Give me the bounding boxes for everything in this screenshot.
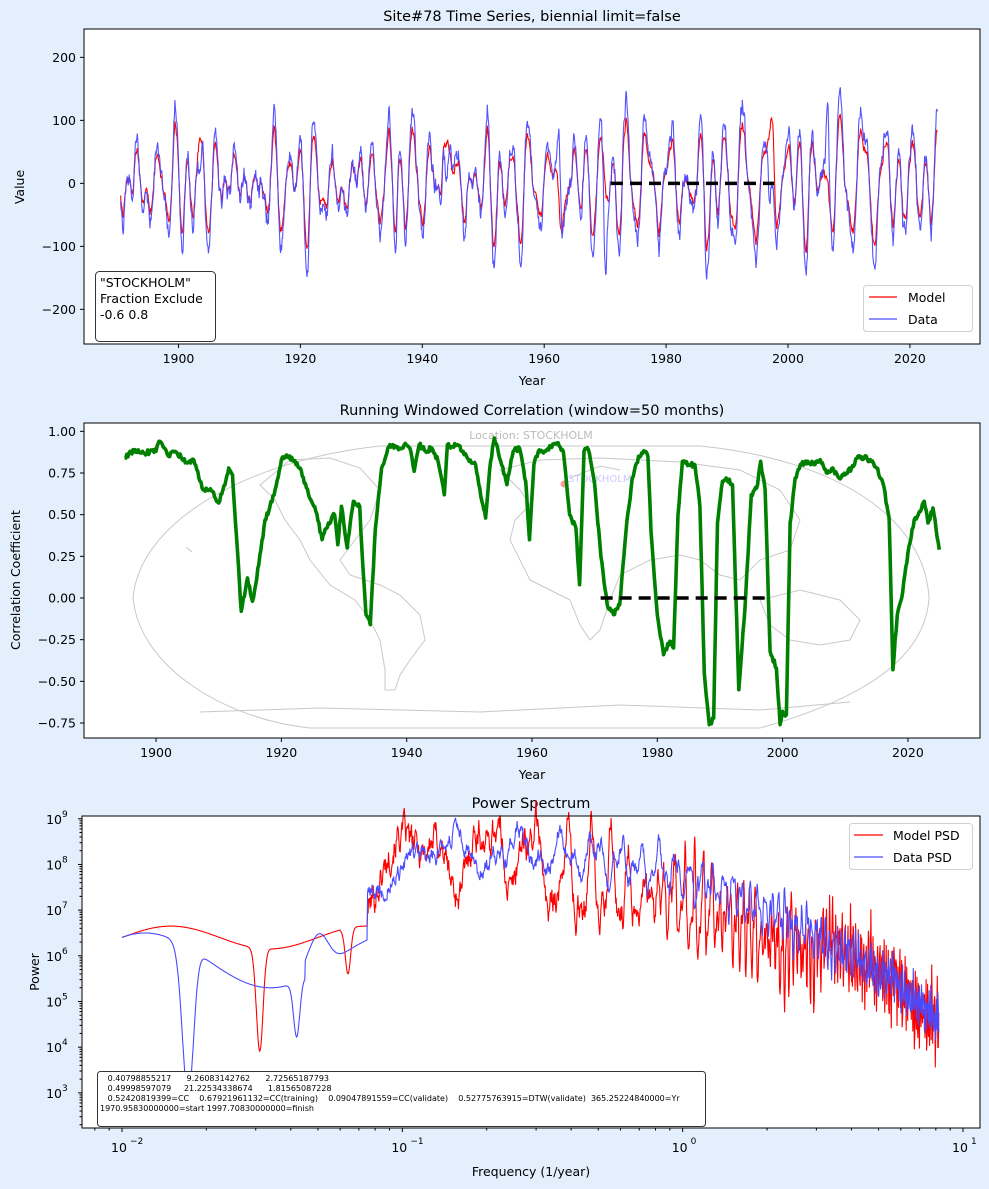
x-tick-label: 1900 <box>140 745 172 760</box>
y-tick-exponent: 7 <box>62 901 68 911</box>
y-tick-label: −100 <box>42 239 76 254</box>
y-tick-exponent: 3 <box>62 1084 68 1094</box>
y-tick-exponent: 4 <box>62 1038 68 1048</box>
psd-line-model <box>121 799 940 1068</box>
correlation-line <box>124 436 942 727</box>
x-tick-label: 2000 <box>767 745 799 760</box>
x-tick-exponent: 1 <box>971 1137 977 1147</box>
psd-line-data <box>121 817 940 1099</box>
legend-label-model-psd: Model PSD <box>893 828 960 843</box>
world-map-background <box>132 445 930 729</box>
legend[interactable]: Model Data <box>863 285 973 332</box>
y-tick-label: −200 <box>42 302 76 317</box>
x-tick-exponent: −2 <box>130 1137 143 1147</box>
y-tick-exponent: 8 <box>62 855 68 865</box>
x-tick-label: 1920 <box>265 745 297 760</box>
y-axis-label: Value <box>12 170 27 205</box>
x-tick-label: 1940 <box>391 745 423 760</box>
y-tick-label: 0 <box>68 176 76 191</box>
y-tick-label: 100 <box>52 113 76 128</box>
x-tick-label: 10 <box>672 1140 688 1155</box>
plot-area <box>84 29 980 344</box>
time-series-chart: Site#78 Time Series, biennial limit=fals… <box>12 9 981 388</box>
chart-title: Site#78 Time Series, biennial limit=fals… <box>383 9 681 25</box>
y-tick-label: 1.00 <box>48 424 76 439</box>
x-tick-label: 1960 <box>528 351 560 366</box>
series-line-data <box>120 87 938 280</box>
stats-line: 1970.95830000000=start 1997.70830000000=… <box>100 1104 314 1113</box>
x-tick-label: 10 <box>391 1140 407 1155</box>
stats-line: 0.49998597079 21.22534338674 1.815650872… <box>100 1084 332 1093</box>
x-tick-exponent: −1 <box>410 1137 423 1147</box>
x-tick-label: 1980 <box>650 351 682 366</box>
x-tick-label: 1920 <box>284 351 316 366</box>
x-tick-label: 1940 <box>406 351 438 366</box>
y-tick-label: 10 <box>46 1040 62 1055</box>
y-tick-label: 200 <box>52 50 76 65</box>
y-tick-label: 10 <box>46 903 62 918</box>
axes-frame <box>83 28 981 345</box>
y-axis-label: Correlation Coefficient <box>8 510 23 650</box>
y-tick-label: 10 <box>46 857 62 872</box>
legend-label-data-psd: Data PSD <box>893 850 952 865</box>
y-tick-label: 10 <box>46 949 62 964</box>
y-tick-label: 10 <box>46 994 62 1009</box>
stats-line: 0.40798855217 9.26083142762 2.7256518779… <box>100 1074 329 1083</box>
x-tick-label: 1900 <box>163 351 195 366</box>
x-tick-label: 1960 <box>516 745 548 760</box>
stats-annotation-box: 0.40798855217 9.26083142762 2.7256518779… <box>97 1071 706 1127</box>
chart-title: Running Windowed Correlation (window=50 … <box>340 403 725 419</box>
y-tick-label: 10 <box>46 812 62 827</box>
annotation-line: Fraction Exclude <box>100 291 203 306</box>
annotation-box: "STOCKHOLM" Fraction Exclude -0.6 0.8 <box>95 271 216 342</box>
y-tick-label: 0.25 <box>48 549 76 564</box>
y-tick-exponent: 5 <box>62 992 68 1002</box>
x-tick-label: 2000 <box>772 351 804 366</box>
annotation-line: -0.6 0.8 <box>100 307 148 322</box>
x-tick-exponent: 0 <box>691 1137 697 1147</box>
y-tick-label: 0.50 <box>48 507 76 522</box>
legend[interactable]: Model PSD Data PSD <box>849 823 973 870</box>
y-tick-exponent: 6 <box>62 947 68 957</box>
y-tick-label: 10 <box>46 1086 62 1101</box>
y-tick-exponent: 9 <box>62 810 68 820</box>
y-tick-label: −0.75 <box>38 716 76 731</box>
power-spectrum-chart: Power Spectrum 10 −2 10 −1 10 0 10 1 10 310 410 51… <box>27 796 981 1179</box>
x-tick-label: 1980 <box>641 745 673 760</box>
legend-label-data: Data <box>908 312 938 327</box>
x-tick-label: 2020 <box>892 745 924 760</box>
axes-frame <box>81 815 981 1129</box>
correlation-chart: Running Windowed Correlation (window=50 … <box>8 403 981 782</box>
x-tick-label: 10 <box>111 1140 127 1155</box>
map-location-title: Location: STOCKHOLM <box>469 429 593 442</box>
x-tick-label: 2020 <box>894 351 926 366</box>
legend-label-model: Model <box>908 290 946 305</box>
y-tick-label: −0.50 <box>38 674 76 689</box>
y-tick-label: 0.75 <box>48 466 76 481</box>
location-marker-label: STOCKHOLM <box>568 474 631 485</box>
y-axis-label: Power <box>27 952 42 991</box>
x-axis-label: Frequency (1/year) <box>472 1164 590 1179</box>
x-axis-label: Year <box>518 373 546 388</box>
y-tick-label: 0.00 <box>48 591 76 606</box>
x-axis-label: Year <box>518 767 546 782</box>
x-tick-label: 10 <box>952 1140 968 1155</box>
annotation-line: "STOCKHOLM" <box>100 275 191 290</box>
chart-title: Power Spectrum <box>472 796 591 812</box>
y-tick-label: −0.25 <box>38 632 76 647</box>
stats-line: 0.52420819399=CC 0.67921961132=CC(traini… <box>100 1094 680 1103</box>
